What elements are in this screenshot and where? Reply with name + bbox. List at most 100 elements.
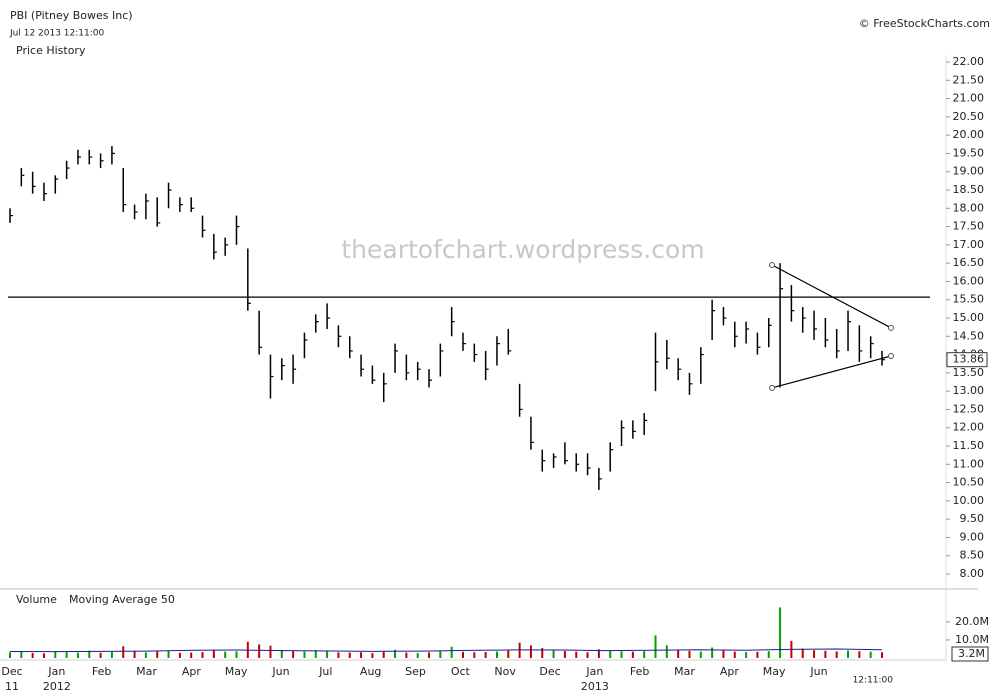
volume-bar [711, 647, 714, 658]
volume-bar [654, 635, 657, 658]
volume-bar [620, 651, 623, 658]
year-label: 2013 [581, 680, 609, 693]
year-label: 2012 [43, 680, 71, 693]
x-tick-label: May [763, 665, 786, 678]
y-tick-label: 10.0M [955, 633, 989, 646]
volume-bar [280, 649, 283, 658]
y-tick-label: 17.50 [953, 220, 985, 233]
last-volume-box [951, 646, 989, 662]
x-tick-label: Apr [720, 665, 740, 678]
y-tick-label: 16.00 [953, 274, 985, 287]
volume-bar [212, 650, 215, 658]
volume-bar [507, 650, 510, 658]
volume-bar [54, 651, 57, 658]
volume-bar [258, 644, 261, 658]
x-tick-label: Apr [182, 665, 202, 678]
volume-bar [665, 645, 668, 658]
volume-bar [609, 650, 612, 658]
legend-volume: Volume [16, 593, 57, 606]
volume-bar [314, 650, 317, 658]
y-tick-label: 10.00 [953, 494, 985, 507]
x-tick-label: Mar [674, 665, 695, 678]
x-tick-label: Mar [136, 665, 157, 678]
x-tick-label: Nov [494, 665, 516, 678]
volume-bar [337, 652, 340, 658]
x-tick-label: Oct [451, 665, 471, 678]
volume-bar [99, 652, 102, 658]
volume-bar [65, 652, 68, 658]
triangle-upper-start [769, 261, 776, 268]
y-tick-label: 10.50 [953, 476, 985, 489]
year-label: 11 [5, 680, 19, 693]
x-tick-label: Feb [92, 665, 111, 678]
triangle-lower [771, 355, 892, 389]
volume-bar [745, 652, 748, 658]
volume-bar [881, 652, 883, 658]
y-tick-label: 20.0M [955, 615, 989, 628]
volume-bar [767, 651, 770, 658]
x-tick-label: Jun [809, 665, 827, 678]
volume-bar [224, 651, 227, 658]
volume-bar [586, 652, 589, 658]
volume-bar [847, 650, 850, 658]
y-tick-label: 20.50 [953, 110, 985, 123]
y-tick-label: 8.50 [960, 549, 985, 562]
volume-bar [722, 650, 725, 658]
volume-bar [869, 651, 872, 658]
volume-bar [575, 651, 578, 658]
volume-bar [756, 651, 759, 658]
symbol: PBI (Pitney Bowes Inc) [10, 9, 133, 22]
legend-ma: Moving Average 50 [69, 593, 175, 606]
volume-bar [688, 650, 691, 658]
volume-bar [597, 649, 600, 658]
clock: 12:11:00 [853, 676, 894, 686]
volume-bar [541, 648, 544, 658]
volume-bar [133, 650, 136, 658]
volume-bar [292, 651, 295, 658]
y-tick-label: 11.50 [953, 439, 985, 452]
volume-bar [733, 651, 736, 658]
triangle-upper [771, 264, 892, 329]
timestamp: Jul 12 2013 12:11:00 [9, 29, 104, 39]
volume-bar [9, 652, 11, 658]
y-tick-label: 20.00 [953, 128, 985, 141]
x-tick-label: Sep [405, 665, 426, 678]
volume-bar [31, 652, 34, 658]
volume-bar [677, 649, 680, 658]
volume-bar [484, 652, 487, 658]
volume-bar [394, 649, 397, 658]
y-tick-label: 8.00 [960, 567, 985, 580]
volume-bar [473, 652, 476, 658]
volume-bar [167, 651, 170, 658]
volume-bar [178, 652, 181, 658]
volume-bar [76, 652, 79, 658]
moving-average [9, 648, 883, 653]
x-tick-label: May [225, 665, 248, 678]
x-tick-label: Jan [47, 665, 65, 678]
y-tick-label: 21.50 [953, 73, 985, 86]
volume-bar [156, 651, 159, 658]
triangle-lower-end [888, 353, 894, 360]
volume-bar [416, 652, 419, 658]
volume-bar [269, 645, 272, 658]
watermark: theartofchart.wordpress.com [341, 235, 704, 264]
volume-bar [190, 652, 193, 658]
volume-bar [801, 648, 804, 658]
y-tick-label: 19.50 [953, 146, 985, 159]
copyright: © FreeStockCharts.com [859, 17, 990, 30]
volume-bar [779, 607, 782, 658]
y-tick-label: 12.50 [953, 402, 985, 415]
volume-bar [529, 645, 532, 658]
x-tick-label: Dec [539, 665, 560, 678]
x-tick-label: Feb [630, 665, 649, 678]
y-tick-label: 13.50 [953, 366, 985, 379]
y-tick-label: 18.50 [953, 183, 985, 196]
panel-title: Price History [16, 44, 86, 57]
volume-bar [235, 651, 238, 658]
y-tick-label: 22.00 [953, 55, 985, 68]
volume-bar [348, 652, 351, 658]
y-tick-label: 21.00 [953, 92, 985, 105]
x-tick-label: Jan [585, 665, 603, 678]
volume-bar [439, 650, 442, 658]
